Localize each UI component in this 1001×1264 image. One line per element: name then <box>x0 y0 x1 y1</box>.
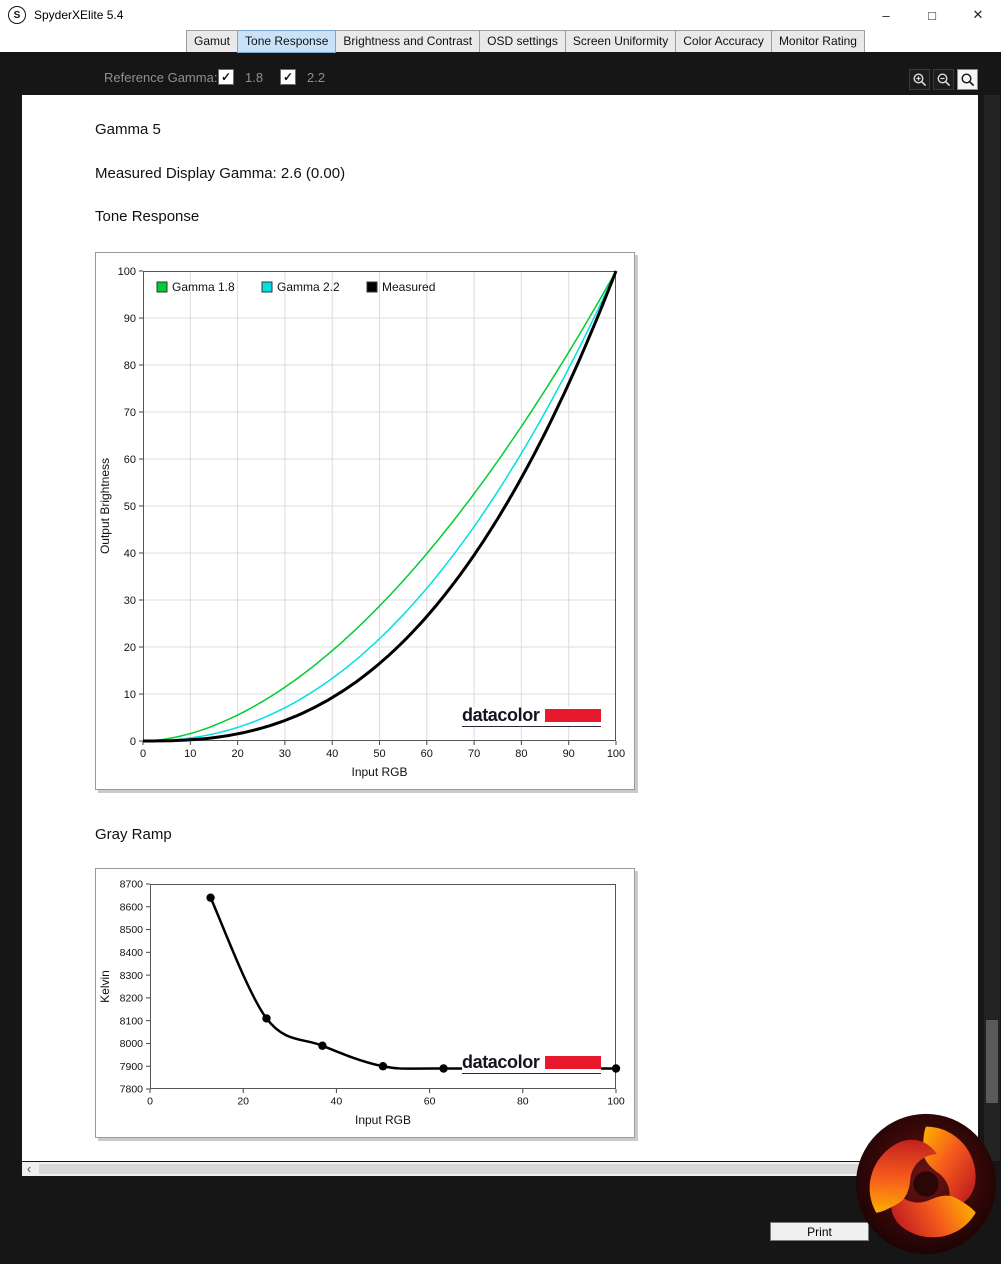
reference-gamma-label: Reference Gamma: <box>104 70 218 85</box>
spyder-brand-logo <box>853 1111 999 1257</box>
check-mark: ✓ <box>220 70 232 84</box>
svg-text:40: 40 <box>124 548 136 560</box>
svg-text:8400: 8400 <box>120 947 144 959</box>
svg-text:10: 10 <box>184 748 196 760</box>
datacolor-logo: datacolor <box>462 1052 602 1074</box>
reference-gamma-18-option[interactable]: ✓ 1.8 <box>218 69 263 85</box>
close-button[interactable]: ✕ <box>972 7 984 22</box>
tab-color-accuracy[interactable]: Color Accuracy <box>675 30 772 53</box>
zoom-reset-icon <box>960 72 974 86</box>
window-controls: – □ ✕ <box>863 0 1001 30</box>
svg-text:50: 50 <box>373 748 385 760</box>
svg-text:60: 60 <box>421 748 433 760</box>
svg-text:40: 40 <box>331 1096 343 1108</box>
svg-text:Gamma 1.8: Gamma 1.8 <box>172 280 235 294</box>
page-title: Gamma 5 <box>95 121 161 138</box>
svg-text:80: 80 <box>517 1096 529 1108</box>
svg-text:20: 20 <box>124 642 136 654</box>
spyder-swirl-icon <box>855 1113 997 1255</box>
minimize-button[interactable]: – <box>882 7 890 23</box>
print-button[interactable]: Print <box>770 1222 869 1241</box>
tone-response-chart: datacolor 0 10 20 30 40 50 60 70 80 90 100 0 10 20 30 4… <box>95 252 635 790</box>
datacolor-wordmark: datacolor <box>462 705 540 725</box>
svg-text:60: 60 <box>124 454 136 466</box>
svg-text:30: 30 <box>279 748 291 760</box>
svg-text:0: 0 <box>130 736 136 748</box>
app-icon: S <box>8 6 26 24</box>
svg-text:7900: 7900 <box>120 1061 144 1073</box>
svg-text:8500: 8500 <box>120 924 144 936</box>
tab-osd-settings[interactable]: OSD settings <box>479 30 566 53</box>
svg-text:8000: 8000 <box>120 1038 144 1050</box>
checkbox-checked-icon[interactable]: ✓ <box>280 69 296 85</box>
svg-text:30: 30 <box>124 595 136 607</box>
svg-text:20: 20 <box>237 1096 249 1108</box>
svg-text:10: 10 <box>124 689 136 701</box>
zoom-in-button[interactable] <box>909 69 930 90</box>
svg-text:8700: 8700 <box>120 879 144 891</box>
horizontal-scrollbar[interactable]: ‹ <box>22 1162 978 1176</box>
svg-text:80: 80 <box>515 748 527 760</box>
svg-text:90: 90 <box>124 313 136 325</box>
gray-ramp-chart: datacolor 0 20 40 60 80 100 7800 7900 8000 8100 82… <box>95 868 635 1138</box>
svg-text:100: 100 <box>607 1096 625 1108</box>
vertical-scrollbar-thumb[interactable] <box>986 1020 998 1103</box>
svg-text:60: 60 <box>424 1096 436 1108</box>
tab-tone-response[interactable]: Tone Response <box>237 30 337 53</box>
zoom-out-button[interactable] <box>933 69 954 90</box>
checkbox-label-22: 2.2 <box>307 69 326 85</box>
svg-text:Measured: Measured <box>382 280 435 294</box>
zoom-in-icon <box>912 72 926 86</box>
svg-text:90: 90 <box>563 748 575 760</box>
svg-text:0: 0 <box>147 1096 153 1108</box>
svg-text:70: 70 <box>124 407 136 419</box>
svg-text:Gamma 2.2: Gamma 2.2 <box>277 280 340 294</box>
svg-text:7800: 7800 <box>120 1084 144 1096</box>
tone-response-heading: Tone Response <box>95 208 200 225</box>
svg-text:Input RGB: Input RGB <box>355 1113 411 1127</box>
app-icon-letter: S <box>13 9 21 21</box>
checkbox-checked-icon[interactable]: ✓ <box>218 69 234 85</box>
svg-text:0: 0 <box>140 748 146 760</box>
svg-text:50: 50 <box>124 501 136 513</box>
vertical-scrollbar[interactable] <box>984 95 1000 1161</box>
svg-text:80: 80 <box>124 360 136 372</box>
zoom-reset-button[interactable] <box>957 69 978 90</box>
svg-text:100: 100 <box>118 266 136 278</box>
titlebar: S SpyderXElite 5.4 – □ ✕ <box>0 0 1001 30</box>
datacolor-red-bar-icon <box>545 1055 602 1069</box>
tabstrip: Gamut Tone Response Brightness and Contr… <box>0 30 1001 53</box>
measured-gamma-text: Measured Display Gamma: 2.6 (0.00) <box>95 165 346 182</box>
svg-text:Input RGB: Input RGB <box>351 765 407 779</box>
svg-text:Output Brightness: Output Brightness <box>98 458 112 554</box>
maximize-button[interactable]: □ <box>928 7 936 23</box>
svg-text:8100: 8100 <box>120 1015 144 1027</box>
svg-text:8200: 8200 <box>120 993 144 1005</box>
tab-gamut[interactable]: Gamut <box>186 30 239 53</box>
datacolor-red-bar-icon <box>545 708 602 722</box>
svg-text:40: 40 <box>326 748 338 760</box>
svg-text:20: 20 <box>231 748 243 760</box>
window-title: SpyderXElite 5.4 <box>34 8 124 22</box>
report-page: Gamma 5 Measured Display Gamma: 2.6 (0.0… <box>22 95 978 1161</box>
tab-monitor-rating[interactable]: Monitor Rating <box>770 30 865 53</box>
svg-text:Kelvin: Kelvin <box>98 970 112 1003</box>
svg-text:8300: 8300 <box>120 970 144 982</box>
gray-ramp-heading: Gray Ramp <box>95 826 172 843</box>
svg-text:70: 70 <box>468 748 480 760</box>
scroll-left-icon[interactable]: ‹ <box>26 1161 32 1176</box>
datacolor-wordmark: datacolor <box>462 1052 540 1072</box>
check-mark: ✓ <box>282 70 294 84</box>
tab-screen-uniformity[interactable]: Screen Uniformity <box>564 30 677 53</box>
tab-brightness-and-contrast[interactable]: Brightness and Contrast <box>335 30 481 53</box>
horizontal-scrollbar-thumb[interactable] <box>39 1164 957 1174</box>
checkbox-label-18: 1.8 <box>245 69 264 85</box>
svg-text:100: 100 <box>607 748 625 760</box>
datacolor-logo: datacolor <box>462 705 602 727</box>
reference-gamma-22-option[interactable]: ✓ 2.2 <box>280 69 325 85</box>
svg-text:8600: 8600 <box>120 901 144 913</box>
zoom-out-icon <box>936 72 950 86</box>
